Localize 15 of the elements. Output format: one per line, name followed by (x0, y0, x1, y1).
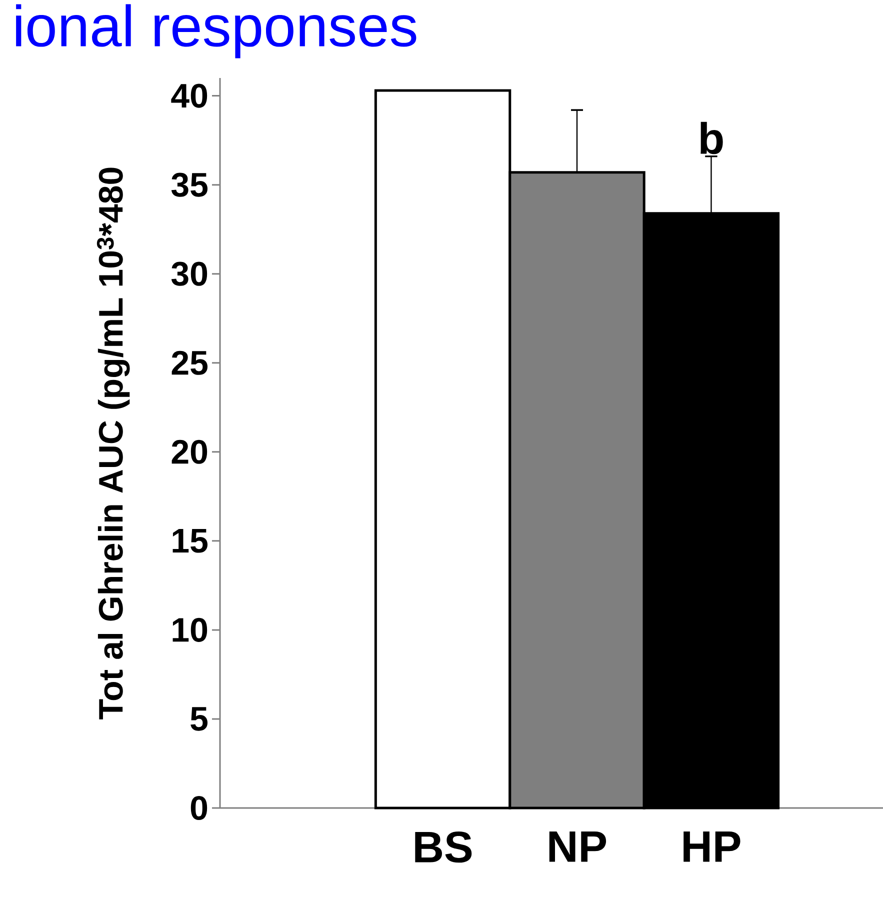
y-tick-label: 40 (171, 84, 208, 108)
y-tick-label: 25 (172, 350, 208, 375)
x-tick-label: BS (415, 832, 472, 863)
y-axis-title: Tot al Ghrelin AUC (pg/mL 10$^{3}$*480 (96, 168, 130, 720)
y-tick-label: 10 (172, 618, 208, 642)
y-tick-label: 20 (172, 440, 208, 464)
y-tick-label: 15 (172, 529, 208, 553)
y-tick-label: 0 (190, 796, 208, 820)
y-tick-label: 35 (171, 172, 208, 197)
y-tick-label: 5 (190, 707, 208, 731)
y-tick-label: 30 (171, 262, 208, 286)
annotation: b (700, 122, 723, 154)
chart-title: ional responses (16, 4, 416, 58)
x-tick-label: NP (549, 832, 606, 862)
x-tick-label: HP (684, 832, 740, 862)
